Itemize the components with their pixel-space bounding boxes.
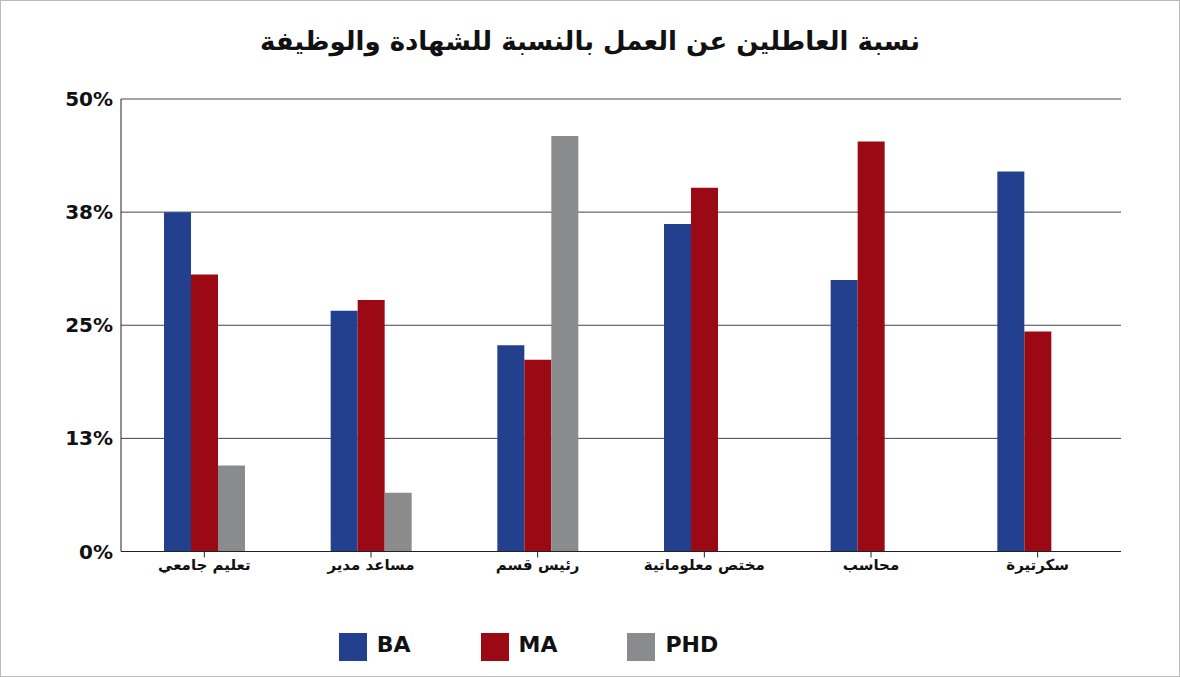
html-text:نسبة العاطلين عن العمل بالنسبة: نسبة العاطلين عن العمل بالنسبة للشهادة و… <box>259 26 921 56</box>
svg-text:25%: 25% <box>65 313 113 337</box>
svg-text:رئيس قسم: رئيس قسم <box>496 556 580 574</box>
svg-text:0%: 0% <box>79 540 113 564</box>
html-text:BA: BA <box>376 631 411 657</box>
html-text:PHD: PHD <box>665 631 719 657</box>
svg-text:مختص معلوماتية: مختص معلوماتية <box>644 556 765 574</box>
svg-text:38%: 38% <box>65 200 113 224</box>
svg-text:13%: 13% <box>65 426 113 450</box>
svg-text:سكرتيرة: سكرتيرة <box>1006 556 1069 574</box>
svg-text:مساعد مدير: مساعد مدير <box>326 556 414 574</box>
svg-text:تعليم جامعي: تعليم جامعي <box>158 556 251 574</box>
svg-text:50%: 50% <box>65 87 113 111</box>
svg-text:محاسب: محاسب <box>843 556 899 574</box>
html-text:MA: MA <box>518 631 558 657</box>
